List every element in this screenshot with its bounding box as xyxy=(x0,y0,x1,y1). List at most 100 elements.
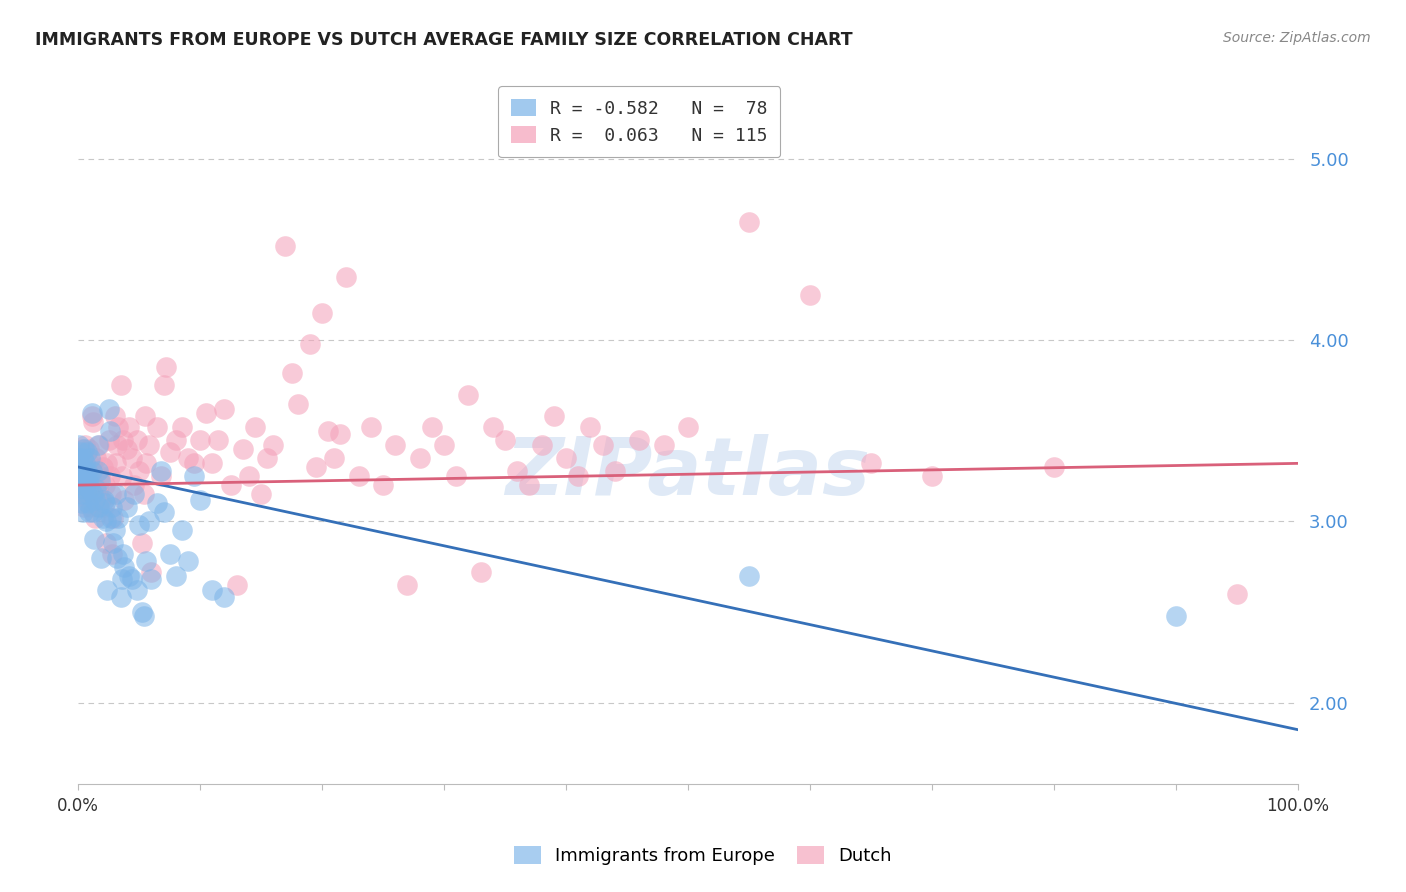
Point xyxy=(96,456,118,470)
Point xyxy=(73,460,96,475)
Point xyxy=(80,456,103,470)
Point xyxy=(86,464,108,478)
Point xyxy=(316,424,339,438)
Point xyxy=(104,487,127,501)
Point xyxy=(79,450,101,465)
Point xyxy=(311,306,333,320)
Point xyxy=(96,536,118,550)
Point xyxy=(738,568,761,582)
Point xyxy=(170,420,193,434)
Point xyxy=(238,469,260,483)
Point xyxy=(152,378,174,392)
Point xyxy=(84,510,107,524)
Point xyxy=(80,409,103,424)
Point xyxy=(433,438,456,452)
Point xyxy=(676,420,699,434)
Point xyxy=(121,572,143,586)
Point xyxy=(579,420,602,434)
Point xyxy=(101,547,124,561)
Point xyxy=(150,469,173,483)
Text: ZIPatlas: ZIPatlas xyxy=(506,434,870,512)
Point xyxy=(128,518,150,533)
Point xyxy=(165,433,187,447)
Point xyxy=(105,438,128,452)
Point xyxy=(86,450,108,465)
Point xyxy=(90,550,112,565)
Point xyxy=(89,475,111,489)
Point xyxy=(470,565,492,579)
Point xyxy=(1043,460,1066,475)
Point xyxy=(121,450,143,465)
Point xyxy=(69,478,91,492)
Point xyxy=(79,469,101,483)
Point xyxy=(101,500,124,514)
Point xyxy=(195,406,218,420)
Point xyxy=(72,487,94,501)
Point xyxy=(280,366,302,380)
Point xyxy=(305,460,328,475)
Legend: Immigrants from Europe, Dutch: Immigrants from Europe, Dutch xyxy=(506,839,900,872)
Point xyxy=(177,450,200,465)
Point xyxy=(128,464,150,478)
Point xyxy=(446,469,468,483)
Point xyxy=(543,409,565,424)
Point xyxy=(79,482,101,496)
Point xyxy=(70,469,93,483)
Point xyxy=(494,433,516,447)
Point xyxy=(70,496,93,510)
Point xyxy=(567,469,589,483)
Point xyxy=(77,505,100,519)
Point xyxy=(94,496,117,510)
Point xyxy=(188,433,211,447)
Point xyxy=(105,550,128,565)
Point xyxy=(118,420,141,434)
Text: Source: ZipAtlas.com: Source: ZipAtlas.com xyxy=(1223,31,1371,45)
Point xyxy=(628,433,651,447)
Point xyxy=(214,402,236,417)
Point xyxy=(146,496,169,510)
Point xyxy=(287,396,309,410)
Point xyxy=(104,456,127,470)
Point xyxy=(150,464,173,478)
Point xyxy=(67,456,90,470)
Point xyxy=(111,469,134,483)
Point xyxy=(73,464,96,478)
Point xyxy=(94,478,117,492)
Point xyxy=(70,487,93,501)
Point xyxy=(98,424,121,438)
Point xyxy=(183,456,205,470)
Point xyxy=(87,438,110,452)
Point xyxy=(738,215,761,229)
Point xyxy=(201,456,224,470)
Point xyxy=(603,464,626,478)
Point xyxy=(207,433,229,447)
Point xyxy=(1226,587,1249,601)
Point xyxy=(86,500,108,514)
Point xyxy=(103,510,125,524)
Point xyxy=(859,456,882,470)
Point xyxy=(91,510,114,524)
Point xyxy=(104,524,127,538)
Point xyxy=(201,583,224,598)
Point xyxy=(110,591,132,605)
Point xyxy=(76,450,98,465)
Point xyxy=(72,475,94,489)
Point xyxy=(384,438,406,452)
Point xyxy=(72,505,94,519)
Point xyxy=(107,510,129,524)
Point xyxy=(93,492,115,507)
Point xyxy=(73,500,96,514)
Point xyxy=(72,475,94,489)
Point xyxy=(408,450,430,465)
Legend: R = -0.582   N =  78, R =  0.063   N = 115: R = -0.582 N = 78, R = 0.063 N = 115 xyxy=(498,87,780,158)
Point xyxy=(76,464,98,478)
Point xyxy=(122,478,145,492)
Point xyxy=(104,409,127,424)
Point xyxy=(360,420,382,434)
Point xyxy=(125,433,148,447)
Point xyxy=(69,482,91,496)
Point xyxy=(77,496,100,510)
Point xyxy=(67,464,90,478)
Point xyxy=(83,533,105,547)
Point xyxy=(75,438,97,452)
